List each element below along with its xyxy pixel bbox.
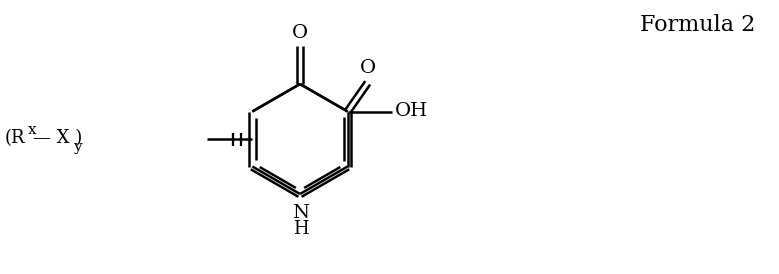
Text: Formula 2: Formula 2 <box>640 14 755 36</box>
Text: — X ): — X ) <box>33 129 83 147</box>
Text: H: H <box>293 220 308 238</box>
Text: x: x <box>28 123 37 137</box>
Text: O: O <box>292 24 308 42</box>
Text: y: y <box>73 140 82 154</box>
Text: O: O <box>360 59 375 77</box>
Text: OH: OH <box>395 102 428 121</box>
Text: (R: (R <box>5 129 26 147</box>
Text: N: N <box>292 204 309 222</box>
